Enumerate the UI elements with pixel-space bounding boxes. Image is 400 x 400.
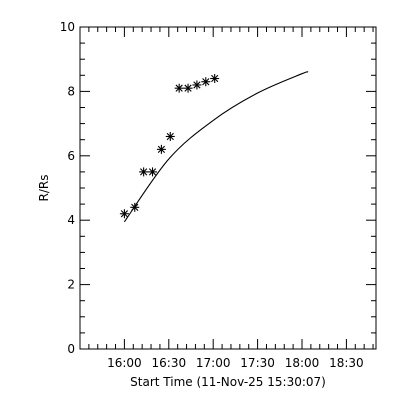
y-axis: 0 2 4 6 8 10 [60,20,376,356]
x-tick-label: 16:30 [152,356,187,370]
x-axis-label: Start Time (11-Nov-25 15:30:07) [130,375,326,389]
minor-ticks [80,27,376,349]
y-axis-label: R/Rs [37,175,51,202]
data-point [183,83,193,93]
data-points [119,74,220,219]
y-tick-label: 2 [67,278,75,292]
y-tick-label: 10 [60,20,75,34]
x-tick-label: 17:00 [196,356,231,370]
data-point [130,202,140,212]
x-tick-label: 18:00 [285,356,320,370]
data-point [210,74,220,84]
y-tick-label: 0 [67,342,75,356]
data-point [174,83,184,93]
x-tick-label: 16:00 [107,356,142,370]
data-point [119,209,129,219]
x-tick-label: 17:30 [240,356,275,370]
data-point [148,167,158,177]
data-point [139,167,149,177]
x-axis: 16:00 16:30 17:00 17:30 18:00 18:30 [107,27,364,370]
data-point [165,131,175,141]
data-point [192,80,202,90]
fit-line [123,71,309,223]
plot-frame [79,26,377,350]
x-tick-label: 18:30 [329,356,364,370]
y-tick-label: 4 [67,213,75,227]
y-tick-label: 6 [67,149,75,163]
data-point [201,77,211,87]
y-tick-label: 8 [67,84,75,98]
data-point [156,144,166,154]
